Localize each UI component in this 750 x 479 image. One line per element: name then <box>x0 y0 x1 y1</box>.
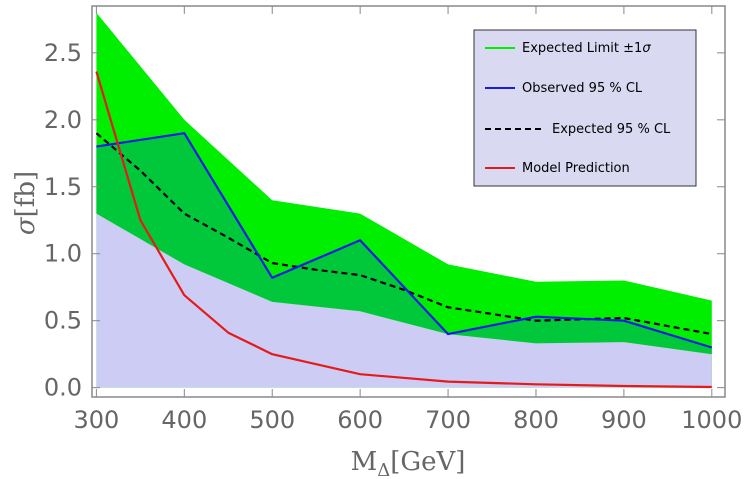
y-axis-title: σ[fb] <box>11 171 41 235</box>
x-axis: 300 400 500 600 700 800 900 1000 <box>73 6 742 434</box>
legend-label-expected-band: Expected Limit ±1σ <box>522 41 651 56</box>
y-tick-label: 2.5 <box>44 39 82 67</box>
legend-label-model: Model Prediction <box>522 161 630 176</box>
y-tick-label: 2.0 <box>44 106 82 134</box>
band-overlap-region <box>96 133 712 355</box>
legend-label-observed: Observed 95 % CL <box>522 81 643 96</box>
x-tick-label: 800 <box>513 406 559 434</box>
x-tick-label: 700 <box>425 406 471 434</box>
y-tick-label: 1.5 <box>44 173 82 201</box>
x-axis-title-subscript: Δ <box>377 460 390 479</box>
legend-label-expected: Expected 95 % CL <box>552 122 671 137</box>
legend: Expected Limit ±1σ Observed 95 % CL Expe… <box>473 29 697 187</box>
plot-area <box>95 12 713 389</box>
y-axis: 0.0 0.5 1.0 1.5 2.0 2.5 <box>44 39 725 402</box>
y-tick-label: 0.0 <box>44 374 82 402</box>
x-tick-label: 500 <box>249 406 295 434</box>
y-axis-title-unit: [fb] <box>11 171 41 218</box>
x-tick-label: 600 <box>337 406 383 434</box>
x-tick-label: 900 <box>601 406 647 434</box>
legend-box <box>473 29 697 187</box>
legend-label-expected-band-text: Expected Limit ±1 <box>522 41 642 56</box>
y-tick-label: 1.0 <box>44 240 82 268</box>
x-tick-label: 1000 <box>681 406 742 434</box>
x-tick-label: 400 <box>161 406 207 434</box>
x-axis-title-unit: [GeV] <box>390 447 465 477</box>
legend-label-expected-band-sigma: σ <box>642 41 651 56</box>
x-tick-label: 300 <box>73 406 119 434</box>
x-axis-title-main: M <box>351 447 378 477</box>
plot-frame <box>91 5 726 398</box>
y-tick-label: 0.5 <box>44 307 82 335</box>
observed-95cl-line <box>96 132 713 349</box>
model-prediction-line <box>95 71 712 389</box>
y-axis-title-symbol: σ <box>11 216 41 235</box>
x-axis-title: MΔ[GeV] <box>351 447 466 479</box>
